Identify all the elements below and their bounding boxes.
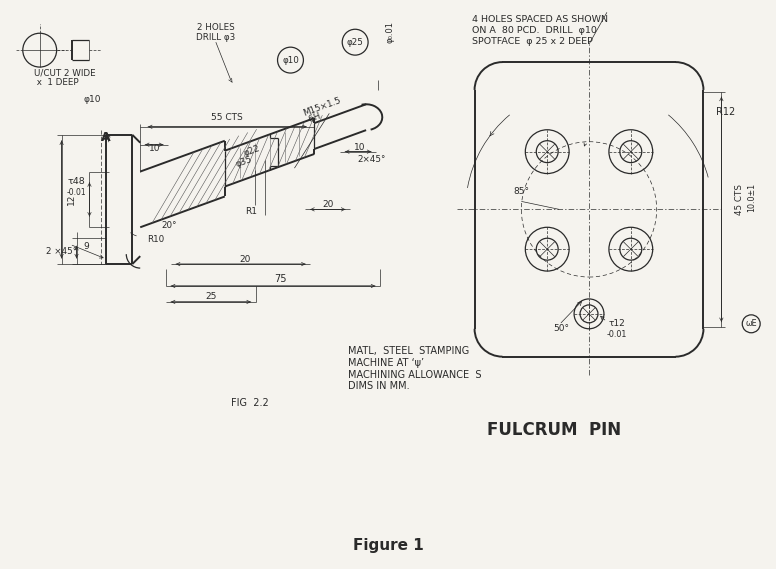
Text: 10.0±1: 10.0±1 bbox=[747, 183, 756, 212]
Text: φ22: φ22 bbox=[242, 144, 261, 158]
Text: 2×45°: 2×45° bbox=[358, 155, 386, 164]
Text: 9: 9 bbox=[84, 242, 89, 251]
Text: R1: R1 bbox=[244, 207, 257, 216]
Text: DRILL φ3: DRILL φ3 bbox=[196, 32, 235, 42]
Text: -0.01: -0.01 bbox=[607, 330, 627, 339]
Text: τ48: τ48 bbox=[68, 177, 85, 186]
Text: U/CUT 2 WIDE: U/CUT 2 WIDE bbox=[33, 68, 95, 77]
Text: SPOTFACE  φ 25 x 2 DEEP: SPOTFACE φ 25 x 2 DEEP bbox=[472, 36, 592, 46]
Text: MACHINE AT ‘ψ’: MACHINE AT ‘ψ’ bbox=[348, 358, 424, 368]
Text: MACHINING ALLOWANCE  S: MACHINING ALLOWANCE S bbox=[348, 369, 482, 380]
Text: 10: 10 bbox=[355, 143, 366, 152]
Text: 20: 20 bbox=[239, 254, 251, 263]
Text: φ35: φ35 bbox=[234, 155, 253, 169]
Text: Figure 1: Figure 1 bbox=[352, 538, 424, 553]
Text: M15×1.5: M15×1.5 bbox=[302, 96, 342, 117]
Text: 50°: 50° bbox=[553, 324, 569, 333]
Text: φ10: φ10 bbox=[84, 96, 102, 104]
Text: 2 HOLES: 2 HOLES bbox=[197, 23, 234, 32]
Text: 20°: 20° bbox=[161, 221, 177, 230]
Text: 45 CTS: 45 CTS bbox=[735, 184, 743, 215]
Text: φ10: φ10 bbox=[282, 56, 299, 65]
Text: φ₀.01: φ₀.01 bbox=[386, 21, 394, 43]
Text: φ25: φ25 bbox=[347, 38, 364, 47]
Text: R12: R12 bbox=[715, 107, 735, 117]
Text: 75: 75 bbox=[274, 274, 287, 284]
Text: 10: 10 bbox=[150, 144, 161, 153]
Text: FULCRUM  PIN: FULCRUM PIN bbox=[487, 421, 622, 439]
Text: τ12: τ12 bbox=[608, 319, 625, 328]
Text: R10: R10 bbox=[147, 235, 165, 244]
Text: 4 HOLES SPACED AS SHOWN: 4 HOLES SPACED AS SHOWN bbox=[472, 15, 608, 24]
Text: 2 ×45°: 2 ×45° bbox=[46, 247, 77, 255]
Text: -6H: -6H bbox=[306, 112, 323, 125]
Text: FIG  2.2: FIG 2.2 bbox=[230, 398, 268, 409]
Text: A: A bbox=[102, 131, 111, 144]
Text: 25: 25 bbox=[205, 292, 217, 302]
Text: 55 CTS: 55 CTS bbox=[211, 113, 243, 122]
Text: 12: 12 bbox=[67, 193, 76, 205]
Text: MATL,  STEEL  STAMPING: MATL, STEEL STAMPING bbox=[348, 346, 469, 356]
Text: ON A  80 PCD.  DRILL  φ10: ON A 80 PCD. DRILL φ10 bbox=[472, 26, 597, 35]
Text: x  1 DEEP: x 1 DEEP bbox=[33, 79, 78, 88]
Text: 85°: 85° bbox=[514, 187, 529, 196]
Text: DIMS IN MM.: DIMS IN MM. bbox=[348, 381, 410, 391]
Text: ωE: ωE bbox=[746, 319, 757, 328]
Text: -0.01: -0.01 bbox=[67, 188, 86, 197]
Text: 20: 20 bbox=[323, 200, 334, 209]
